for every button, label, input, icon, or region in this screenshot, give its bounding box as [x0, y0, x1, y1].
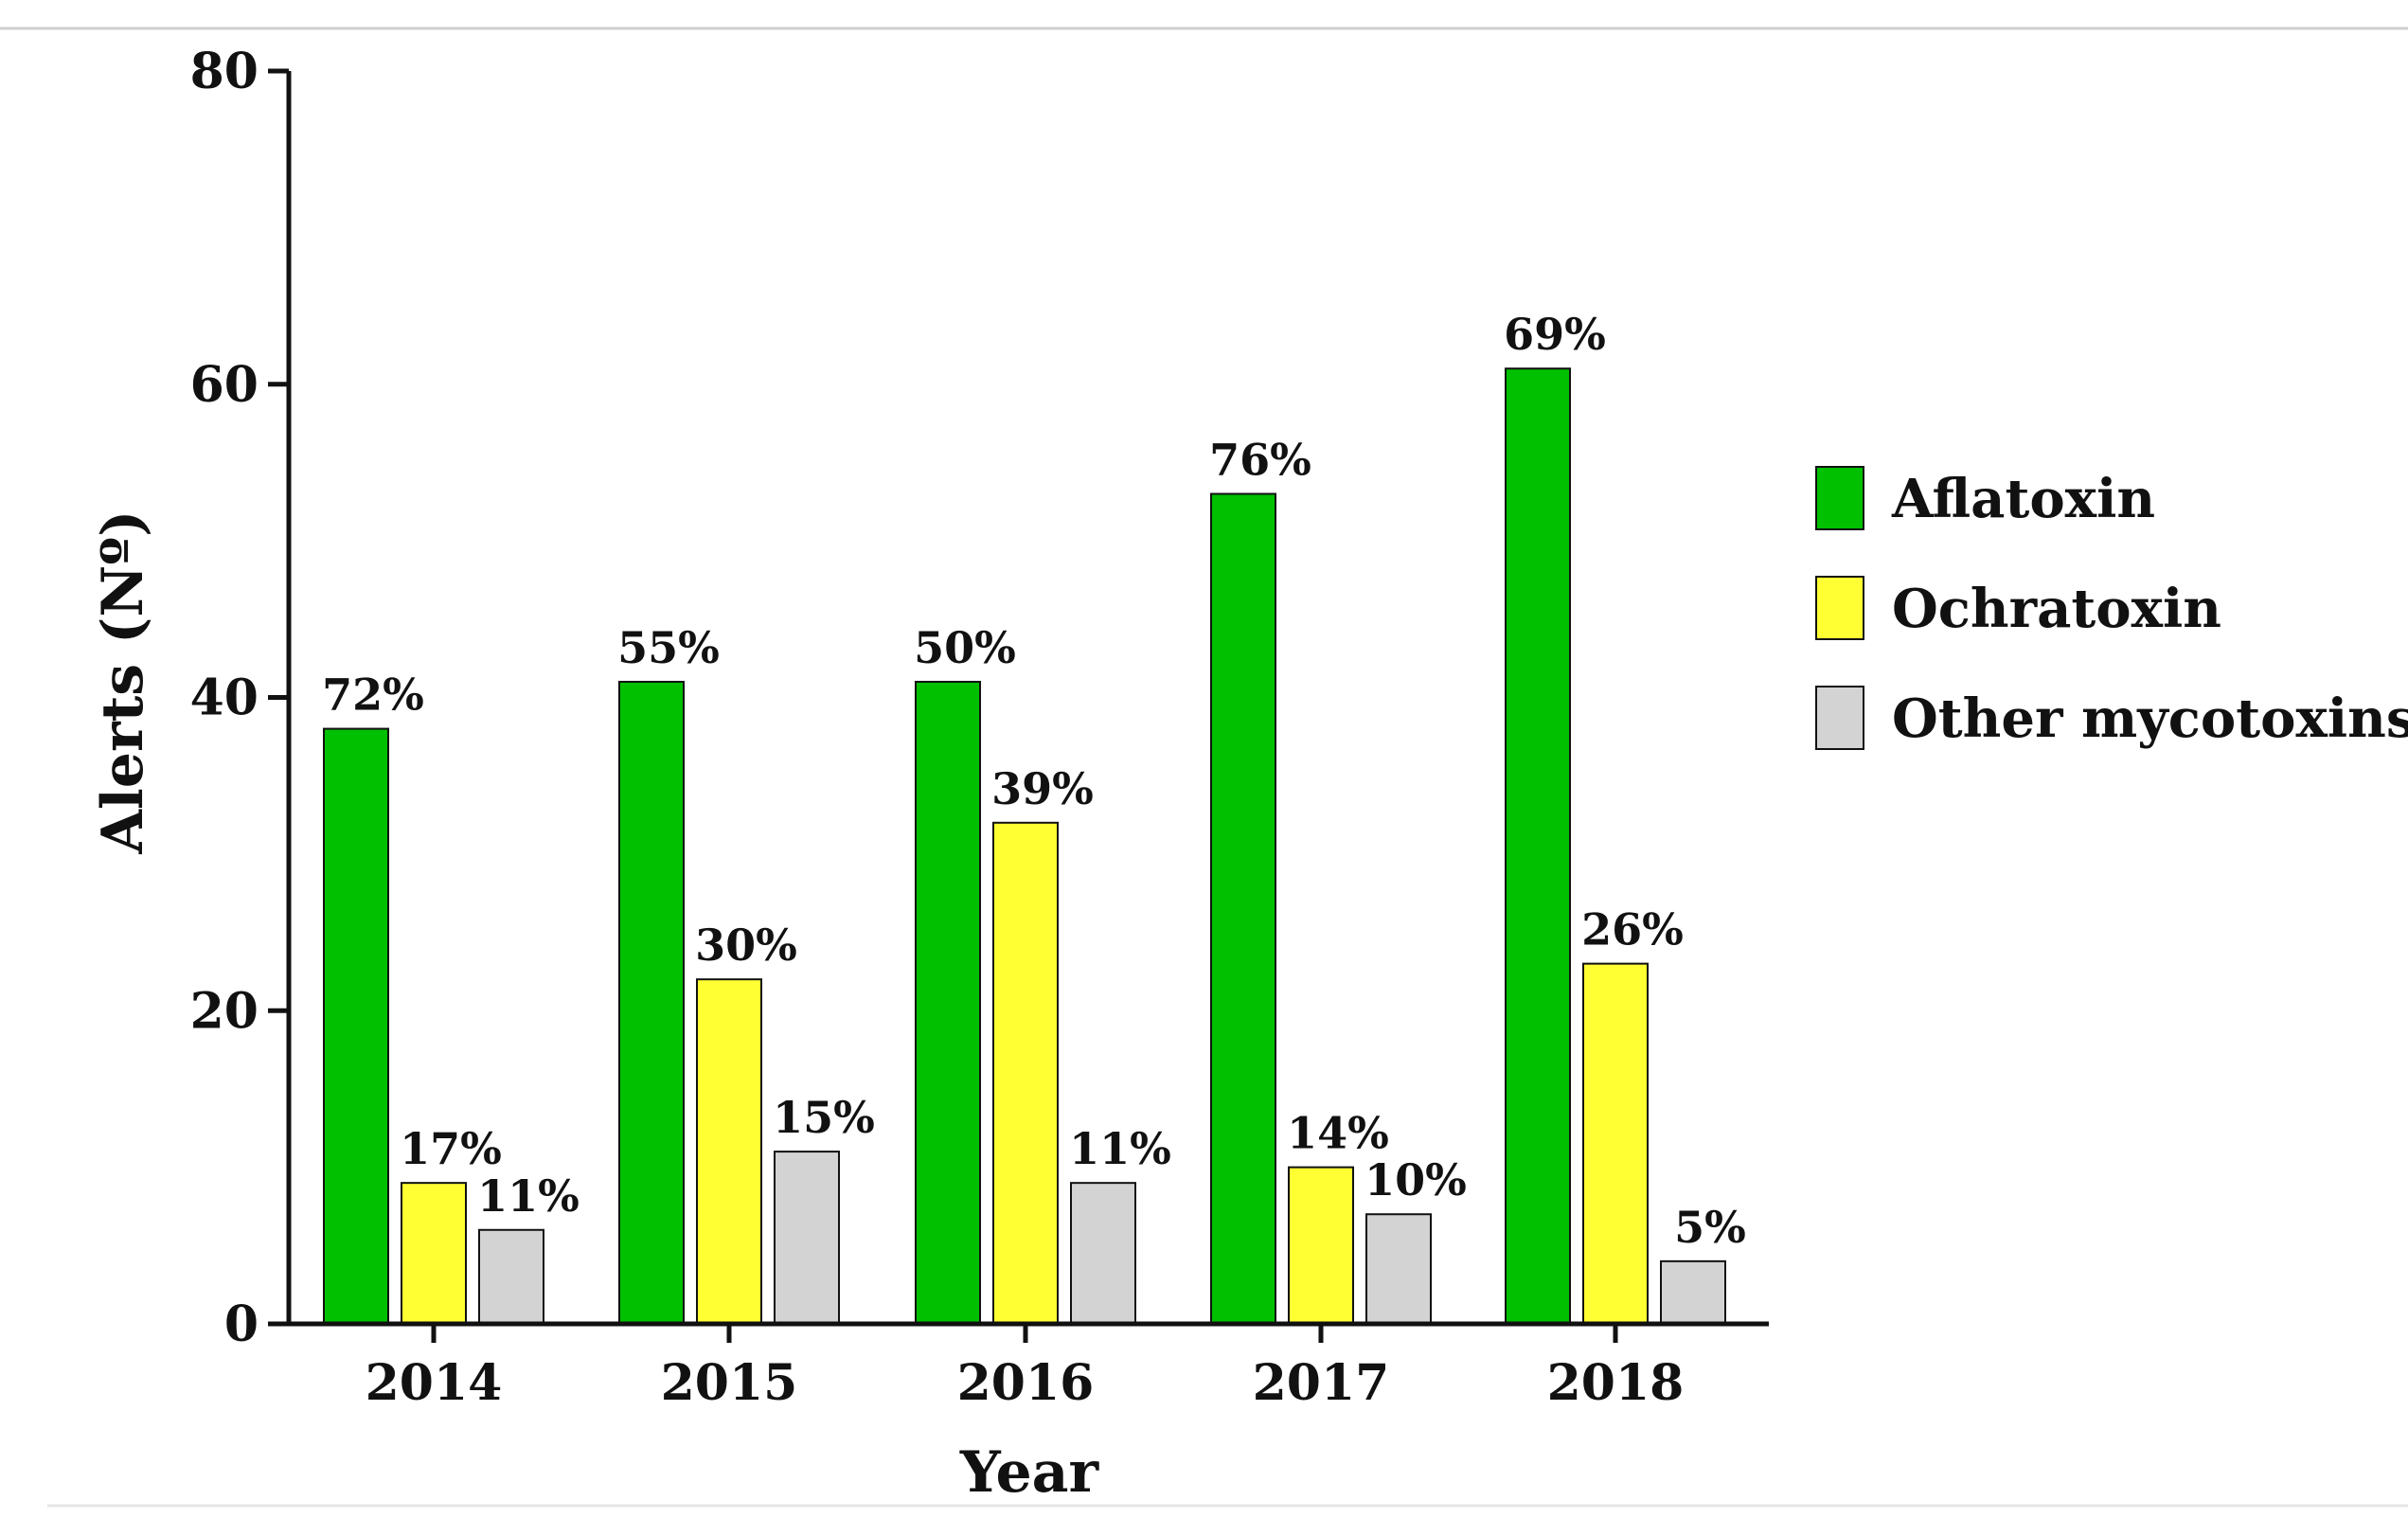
data-label-aflatoxin-2017: 76%	[1209, 435, 1311, 486]
legend-label-ochratoxin: Ochratoxin	[1892, 578, 2221, 640]
bar-aflatoxin-2015	[618, 680, 685, 1325]
bar-other-mycotoxins-2016	[1070, 1182, 1136, 1325]
bar-aflatoxin-2014	[323, 727, 389, 1325]
y-tick-label: 60	[190, 356, 259, 414]
y-tick-label: 0	[224, 1295, 259, 1353]
data-label-ochratoxin-2017: 14%	[1287, 1108, 1389, 1159]
bar-aflatoxin-2018	[1505, 367, 1571, 1325]
data-label-aflatoxin-2015: 55%	[617, 622, 720, 673]
legend-label-other-mycotoxins: Other mycotoxins	[1892, 688, 2408, 750]
bar-aflatoxin-2016	[915, 680, 981, 1325]
data-label-ochratoxin-2016: 39%	[991, 763, 1094, 814]
data-label-other-mycotoxins-2017: 10%	[1365, 1154, 1467, 1205]
data-label-other-mycotoxins-2015: 15%	[773, 1092, 875, 1143]
bar-other-mycotoxins-2017	[1365, 1213, 1432, 1326]
legend-swatch-ochratoxin	[1815, 576, 1864, 640]
x-tick-label-2017: 2017	[1253, 1354, 1390, 1412]
x-tick-label-2016: 2016	[957, 1354, 1095, 1412]
data-label-ochratoxin-2018: 26%	[1581, 904, 1684, 955]
data-labels-layer: 72%17%11%55%30%15%50%39%11%76%14%10%69%2…	[322, 309, 1746, 1253]
bar-ochratoxin-2015	[696, 978, 762, 1326]
y-axis-title: Alerts (Nº)	[90, 509, 156, 854]
data-label-other-mycotoxins-2014: 11%	[477, 1170, 580, 1222]
bar-other-mycotoxins-2018	[1660, 1259, 1726, 1325]
y-tick-label: 80	[190, 43, 259, 100]
legend-swatch-aflatoxin	[1815, 466, 1864, 530]
legend-label-aflatoxin: Aflatoxin	[1891, 468, 2155, 530]
x-tick-label-2015: 2015	[661, 1354, 798, 1412]
data-label-ochratoxin-2015: 30%	[695, 920, 797, 971]
bars-layer	[323, 367, 1726, 1326]
y-tick-label: 20	[190, 982, 259, 1040]
bar-ochratoxin-2018	[1582, 962, 1649, 1325]
x-axis-ticks: 2014 2015 2016 2017 2018	[366, 1324, 1685, 1412]
bar-aflatoxin-2017	[1210, 492, 1276, 1325]
legend-swatch-other-mycotoxins	[1815, 686, 1864, 750]
x-tick-label-2014: 2014	[366, 1354, 503, 1412]
bar-ochratoxin-2016	[992, 821, 1059, 1325]
legend: Aflatoxin Ochratoxin Other mycotoxins	[1815, 466, 2408, 750]
bar-other-mycotoxins-2014	[478, 1228, 544, 1326]
bar-ochratoxin-2014	[401, 1182, 467, 1325]
data-label-ochratoxin-2014: 17%	[400, 1123, 502, 1174]
data-label-aflatoxin-2014: 72%	[322, 670, 424, 721]
y-axis-ticks: 0 20 40 60 80	[190, 43, 289, 1353]
x-tick-label-2018: 2018	[1547, 1354, 1685, 1412]
x-axis-title: Year	[959, 1439, 1100, 1506]
data-label-aflatoxin-2018: 69%	[1504, 309, 1606, 360]
bar-ochratoxin-2017	[1288, 1166, 1354, 1325]
data-label-other-mycotoxins-2016: 11%	[1069, 1123, 1171, 1174]
bar-other-mycotoxins-2015	[774, 1151, 840, 1326]
data-label-other-mycotoxins-2018: 5%	[1674, 1202, 1746, 1253]
data-label-aflatoxin-2016: 50%	[914, 622, 1016, 673]
y-tick-label: 40	[190, 670, 259, 727]
